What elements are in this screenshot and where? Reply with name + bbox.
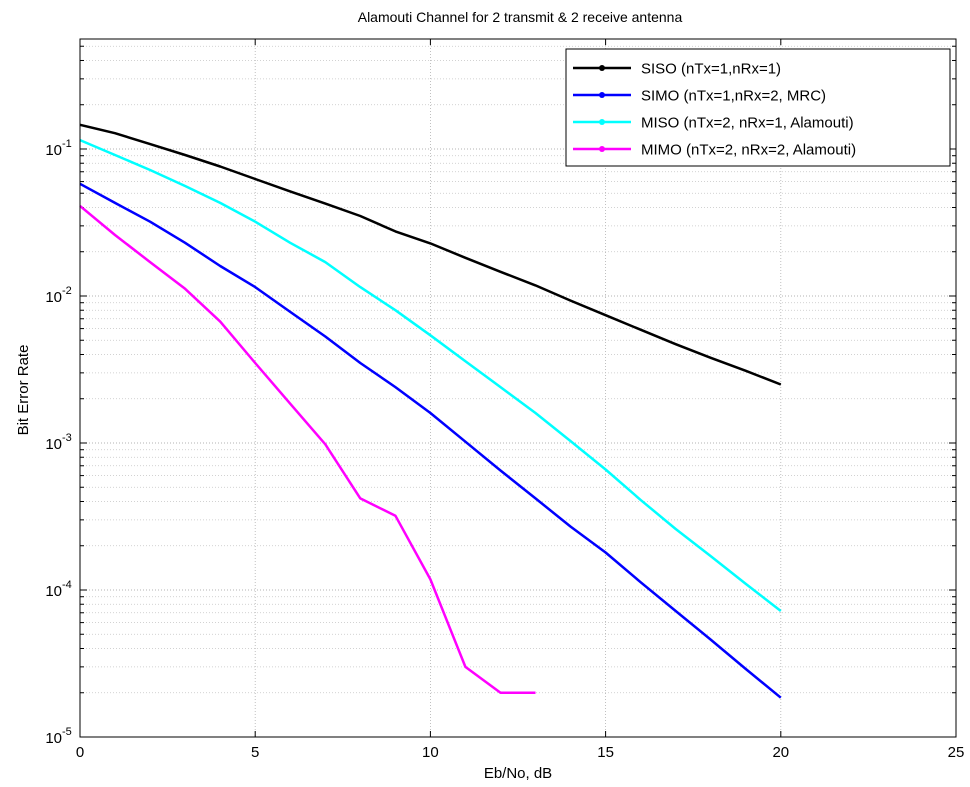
- x-tick-label: 5: [251, 744, 259, 761]
- legend-label: MIMO (nTx=2, nRx=2, Alamouti): [641, 142, 856, 159]
- y-tick-label: 10 -1: [45, 138, 71, 159]
- y-tick-base: 10: [45, 142, 62, 159]
- legend-item: SISO (nTx=1,nRx=1): [573, 61, 781, 78]
- y-tick-base: 10: [45, 583, 62, 600]
- x-tick-label: 25: [948, 744, 965, 761]
- y-axis-label: Bit Error Rate: [15, 345, 32, 436]
- legend-item: MIMO (nTx=2, nRx=2, Alamouti): [573, 142, 856, 159]
- x-tick-label: 15: [597, 744, 614, 761]
- series-line-2: [79, 182, 782, 699]
- legend-item: SIMO (nTx=1,nRx=2, MRC): [573, 88, 826, 105]
- x-axis-label: Eb/No, dB: [484, 765, 552, 782]
- y-tick-exponent: -2: [62, 285, 72, 297]
- legend-marker: [599, 146, 605, 152]
- y-tick-label: 10 -3: [45, 432, 71, 453]
- legend-label: SIMO (nTx=1,nRx=2, MRC): [641, 88, 826, 105]
- legend: SISO (nTx=1,nRx=1) SIMO (nTx=1,nRx=2, MRC…: [565, 48, 951, 167]
- y-tick-base: 10: [45, 436, 62, 453]
- series-line-1: [79, 123, 782, 386]
- y-tick-label: 10 -4: [45, 579, 71, 600]
- y-tick-base: 10: [45, 730, 62, 747]
- legend-label: MISO (nTx=2, nRx=1, Alamouti): [641, 115, 854, 132]
- legend-marker: [599, 65, 605, 71]
- series-line-3: [79, 138, 782, 612]
- legend-label: SISO (nTx=1,nRx=1): [641, 61, 781, 78]
- x-tick-labels: 0 5 10 15 20 25: [76, 744, 965, 761]
- legend-marker: [599, 92, 605, 98]
- x-tick-label: 0: [76, 744, 84, 761]
- x-tick-label: 20: [772, 744, 789, 761]
- series-layer: [79, 123, 782, 699]
- y-tick-exponent: -1: [62, 138, 72, 150]
- y-tick-exponent: -4: [62, 579, 72, 591]
- x-tick-label: 10: [422, 744, 439, 761]
- legend-marker: [599, 119, 605, 125]
- plot-border: [79, 38, 957, 738]
- y-tick-base: 10: [45, 289, 62, 306]
- y-tick-label: 10 -2: [45, 285, 71, 306]
- chart-title: Alamouti Channel for 2 transmit & 2 rece…: [358, 9, 683, 25]
- axis-ticks: [79, 39, 957, 738]
- y-tick-label: 10 -5: [45, 726, 71, 747]
- y-tick-exponent: -3: [62, 432, 72, 444]
- y-tick-labels: 10-510-410-310-210-1: [45, 138, 71, 747]
- series-line-4: [79, 204, 536, 694]
- legend-item: MISO (nTx=2, nRx=1, Alamouti): [573, 115, 854, 132]
- y-tick-exponent: -5: [62, 726, 72, 738]
